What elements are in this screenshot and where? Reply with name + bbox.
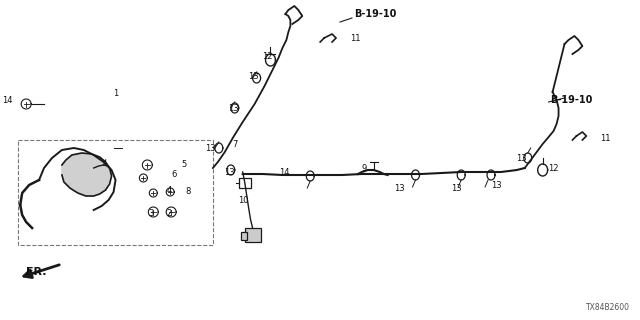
Bar — [241, 232, 246, 240]
Text: 5: 5 — [181, 159, 186, 169]
Text: B-19-10: B-19-10 — [354, 9, 396, 19]
Text: 13: 13 — [451, 183, 462, 193]
Text: 7: 7 — [233, 140, 238, 148]
Text: 13: 13 — [205, 143, 216, 153]
Bar — [239, 178, 251, 188]
Text: 3: 3 — [148, 209, 154, 218]
Text: 10: 10 — [237, 196, 248, 204]
Text: B-19-10: B-19-10 — [550, 95, 593, 105]
Text: 14: 14 — [2, 95, 12, 105]
Text: TX84B2600: TX84B2600 — [586, 303, 630, 312]
Text: 13: 13 — [516, 154, 527, 163]
Text: FR.: FR. — [26, 267, 47, 277]
Text: 4: 4 — [166, 186, 172, 195]
Polygon shape — [62, 153, 111, 196]
Text: 9: 9 — [362, 164, 367, 172]
Text: 13: 13 — [394, 183, 404, 193]
Text: 11: 11 — [350, 34, 360, 43]
Text: 6: 6 — [171, 170, 177, 179]
Text: 12: 12 — [262, 52, 273, 60]
Text: 13: 13 — [224, 167, 235, 177]
Bar — [244, 228, 260, 242]
Text: 2: 2 — [166, 209, 172, 218]
Text: 13: 13 — [228, 103, 239, 113]
Bar — [18, 140, 213, 245]
Text: 14: 14 — [280, 167, 290, 177]
Text: 1: 1 — [113, 89, 119, 98]
Text: 13: 13 — [248, 71, 259, 81]
Text: 11: 11 — [600, 133, 611, 142]
Text: 13: 13 — [491, 180, 502, 189]
Text: 8: 8 — [185, 187, 191, 196]
Text: 12: 12 — [548, 164, 559, 172]
